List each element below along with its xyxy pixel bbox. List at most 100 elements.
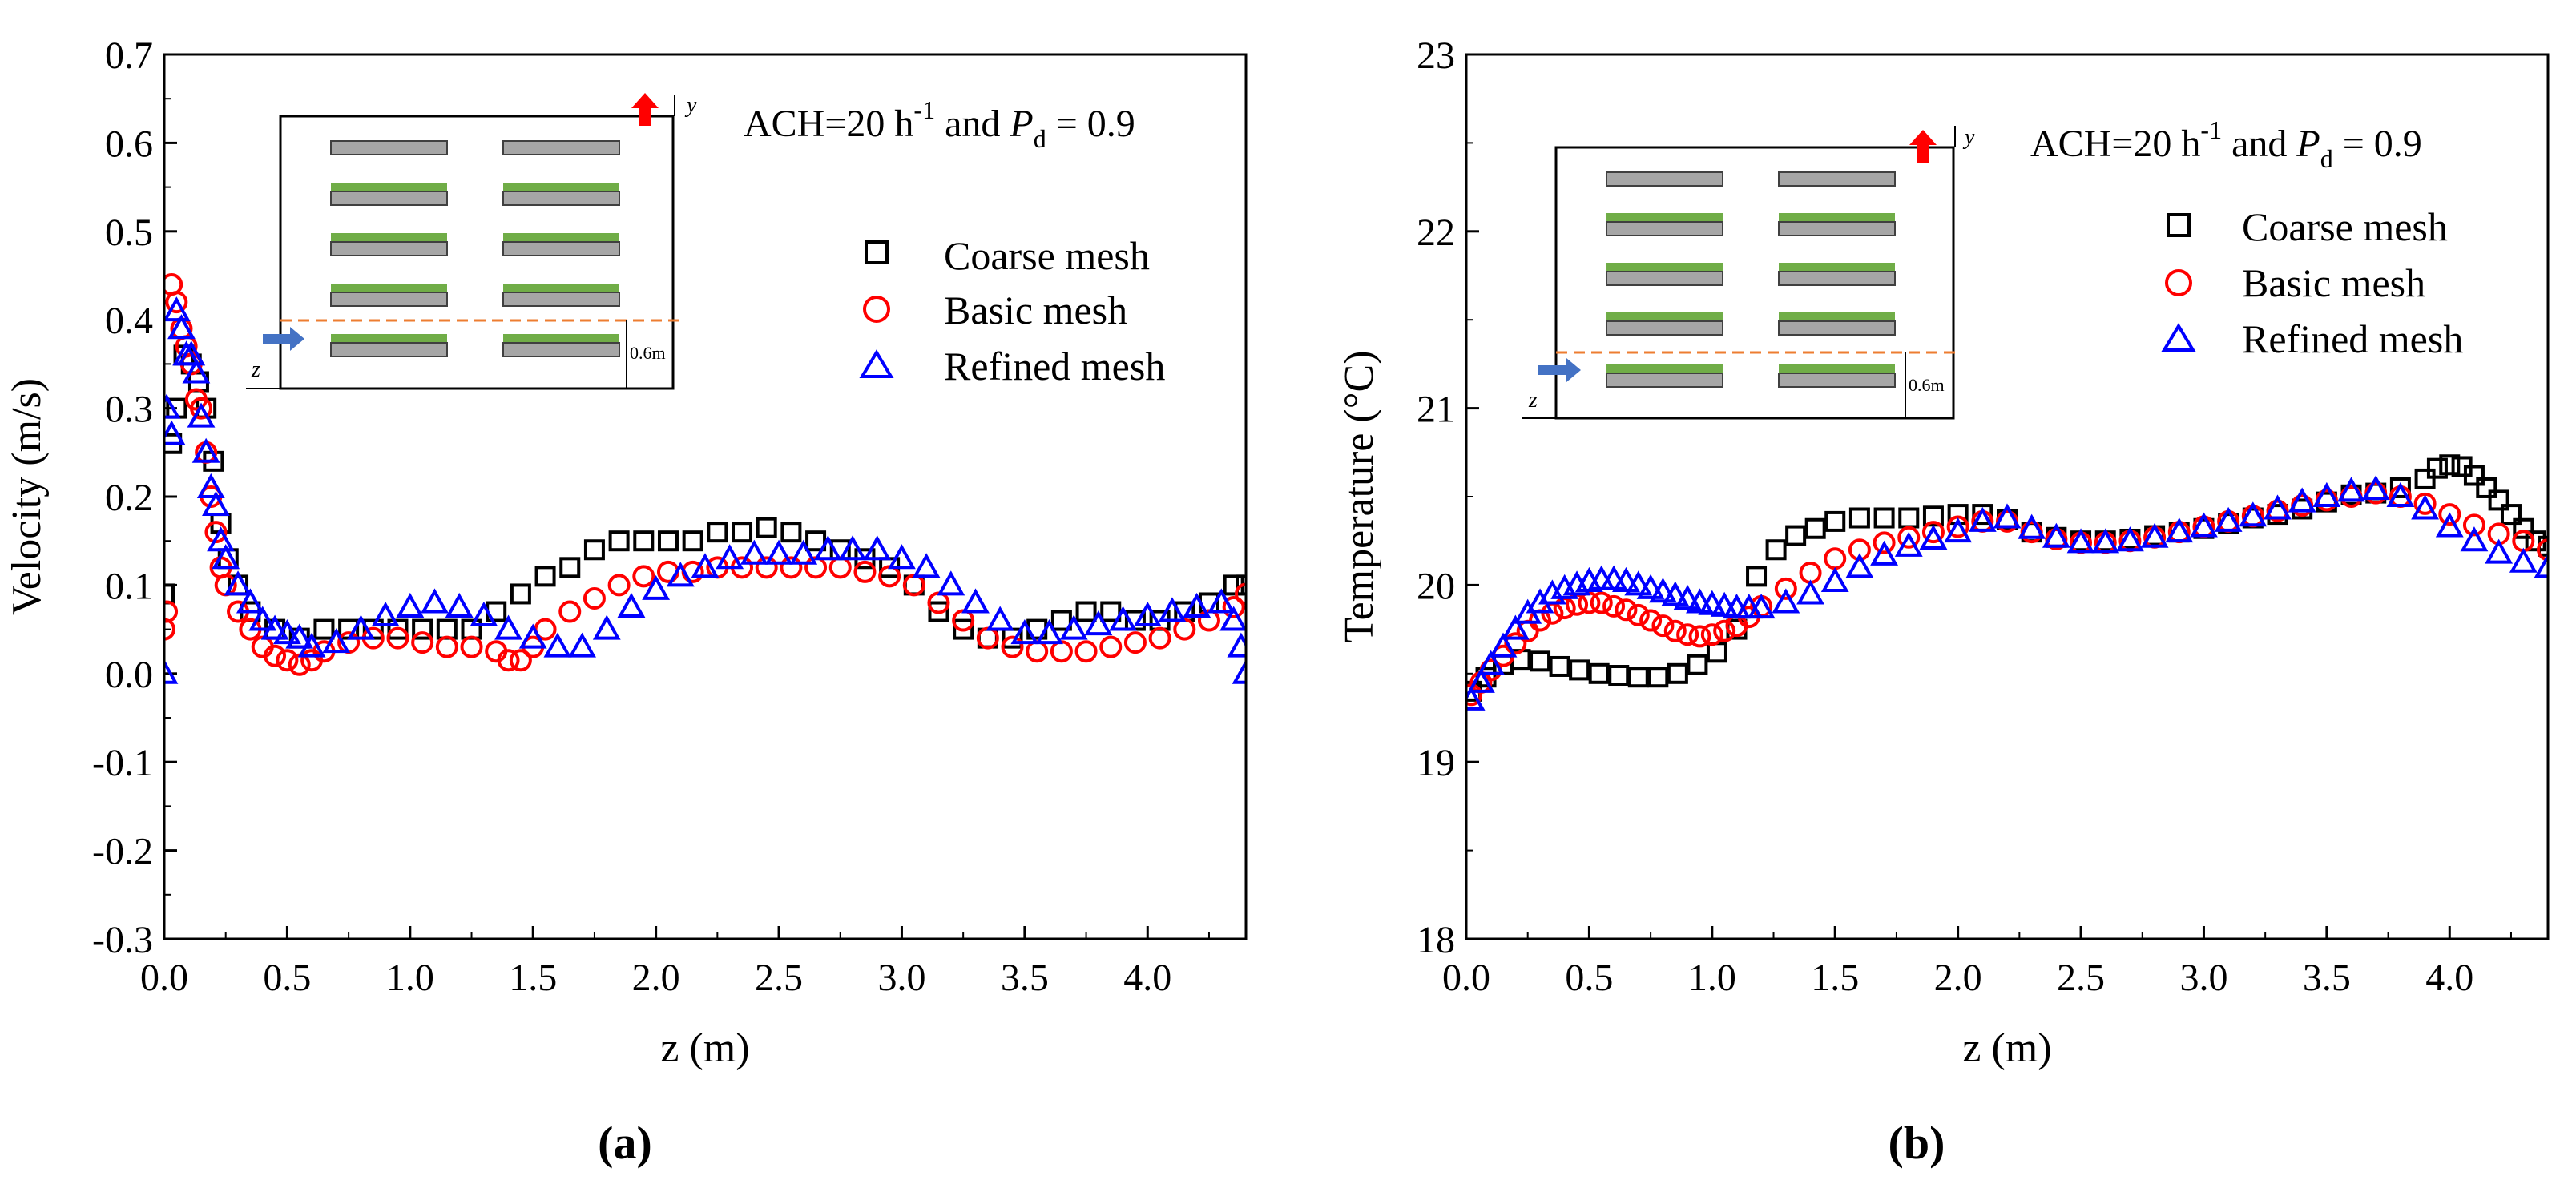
data-point <box>236 588 264 614</box>
y-tick-label: 22 <box>1417 211 1455 254</box>
data-point <box>371 601 400 627</box>
data-point <box>1688 625 1711 648</box>
data-point <box>272 619 301 645</box>
data-point <box>2140 522 2169 548</box>
y-tick-label: 0.7 <box>105 34 153 77</box>
data-point <box>558 600 582 623</box>
y-tick-label: 20 <box>1417 565 1455 607</box>
data-point <box>1944 517 1973 543</box>
legend-marker-refined <box>859 349 894 378</box>
data-point <box>2488 489 2509 511</box>
data-point <box>1894 531 1923 557</box>
data-point <box>2214 506 2243 532</box>
data-point <box>583 539 605 561</box>
x-tick-label: 1.5 <box>509 956 557 999</box>
data-point <box>1075 601 1097 622</box>
x-tick-labels: 0.0 0.5 1.0 1.5 2.0 2.5 3.0 3.5 4.0 <box>1442 956 2473 999</box>
data-point <box>1466 685 1486 711</box>
data-point <box>1639 609 1663 632</box>
data-point <box>1222 596 1245 618</box>
data-point <box>2190 512 2218 538</box>
data-point <box>1713 619 1736 642</box>
data-point <box>2534 553 2548 578</box>
data-point <box>1084 610 1113 636</box>
data-point <box>285 623 314 649</box>
data-point <box>1466 667 1495 693</box>
data-point <box>953 618 974 640</box>
data-point <box>1710 591 1739 617</box>
data-point <box>1676 623 1699 646</box>
data-point <box>2386 481 2415 507</box>
series-triangle <box>1466 475 2548 711</box>
data-point <box>182 358 211 384</box>
data-point <box>1667 662 1688 684</box>
data-point <box>1183 592 1211 618</box>
data-point <box>912 553 941 578</box>
data-point <box>2411 494 2440 520</box>
data-point <box>1207 588 1236 614</box>
data-point <box>1820 566 1849 592</box>
data-point <box>666 562 695 587</box>
legend-label-basic: Basic mesh <box>2242 260 2425 305</box>
data-point <box>1651 614 1675 638</box>
data-point <box>657 530 679 552</box>
data-point <box>632 565 655 588</box>
velocity-chart: Velocity (m/s) -0.3 -0.2 -0.1 0.0 0.1 0.2 0.3 0… <box>4 34 1248 1169</box>
data-point <box>2066 528 2095 554</box>
data-point <box>1993 503 2022 529</box>
data-point <box>1968 506 1997 532</box>
legend-label-coarse: Coarse mesh <box>944 233 1150 278</box>
data-point <box>716 544 744 570</box>
data-point <box>1845 553 1874 578</box>
x-tick-label: 2.0 <box>632 956 680 999</box>
data-point <box>986 606 1014 631</box>
legend-marker-refined <box>2161 323 2196 352</box>
data-point <box>1173 618 1196 641</box>
data-point <box>1804 517 1826 539</box>
inset-schematic: y z 0.6m <box>1522 125 1975 420</box>
x-tick-label: 4.0 <box>1123 956 1171 999</box>
data-point <box>1649 578 1677 603</box>
x-tick-label: 1.0 <box>386 956 434 999</box>
data-point <box>164 618 175 641</box>
data-point <box>740 539 768 565</box>
plot-frame <box>163 53 1248 940</box>
data-point <box>1686 588 1714 614</box>
annotation-superscript: -1 <box>913 95 935 124</box>
legend-label-refined: Refined mesh <box>2242 316 2463 361</box>
data-point <box>1799 561 1822 584</box>
data-point <box>1624 570 1653 596</box>
data-point <box>177 340 206 366</box>
data-point <box>1477 650 1506 675</box>
data-point <box>2115 526 2144 552</box>
inset-shelves <box>330 140 620 357</box>
data-point <box>1050 610 1072 631</box>
data-point <box>1489 632 1518 658</box>
data-point <box>828 556 852 579</box>
x-tick-label: 0.0 <box>1442 956 1490 999</box>
data-point <box>902 574 925 597</box>
data-point <box>396 592 425 618</box>
data-point <box>1133 601 1162 627</box>
data-point <box>1706 642 1727 663</box>
data-point <box>510 583 531 605</box>
data-point <box>1785 525 1807 546</box>
data-point <box>1109 606 1138 631</box>
axis-ticks <box>163 53 1210 940</box>
data-point <box>1035 619 1063 645</box>
y-tick-labels: 18 19 20 21 22 23 <box>1417 34 1455 961</box>
legend-marker-basic <box>2165 269 2192 296</box>
inset-schematic: y z 0.6m <box>246 93 697 390</box>
data-point <box>387 618 409 640</box>
data-point <box>2509 547 2538 573</box>
annotation-mid: and <box>2222 123 2296 165</box>
data-point <box>2435 512 2464 538</box>
annotation: ACH=20 h-1 and Pd = 0.9 <box>2030 115 2422 173</box>
series-triangle <box>164 296 1246 684</box>
x-tick-label: 2.5 <box>2057 956 2105 999</box>
data-point <box>224 570 252 596</box>
data-point <box>1599 565 1628 590</box>
y-tick-label: 21 <box>1417 389 1455 431</box>
data-point <box>2264 494 2292 520</box>
data-point <box>1774 577 1797 600</box>
